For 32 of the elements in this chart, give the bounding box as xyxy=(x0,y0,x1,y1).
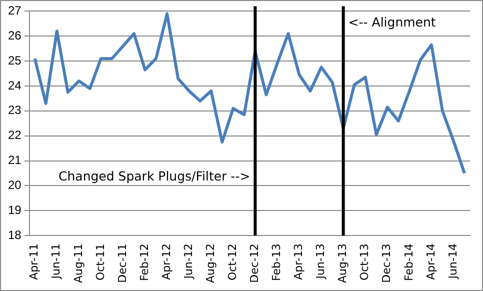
x-tick-label: Jun-12 xyxy=(182,244,195,280)
x-tick-label: Dec-11 xyxy=(116,244,129,283)
x-tick-label: Aug-12 xyxy=(204,244,217,284)
x-tick-label: Feb-13 xyxy=(270,244,284,282)
y-tick-label: 19 xyxy=(8,202,22,217)
x-tick-label: Oct-13 xyxy=(358,244,372,281)
x-tick-label: Aug-13 xyxy=(336,244,350,284)
x-tick-label: Oct-11 xyxy=(94,244,107,281)
y-tick-label: 26 xyxy=(8,28,22,42)
x-tick-label: Apr-14 xyxy=(424,244,438,280)
x-tick-label: Jun-14 xyxy=(446,244,460,280)
y-tick-label: 21 xyxy=(8,153,22,168)
x-tick-label: Jun-13 xyxy=(314,244,328,280)
x-tick-label: Dec-13 xyxy=(380,244,394,283)
y-tick-label: 24 xyxy=(8,78,22,92)
x-tick-label: Oct-12 xyxy=(226,244,240,281)
x-tick-label: Jun-11 xyxy=(50,244,63,280)
y-tick-label: 18 xyxy=(8,228,22,242)
x-tick-label: Aug-11 xyxy=(72,244,85,284)
y-tick-label: 20 xyxy=(8,178,22,192)
x-tick-label: Apr-13 xyxy=(292,244,306,280)
y-tick-label: 27 xyxy=(8,4,22,18)
x-tick-label: Feb-12 xyxy=(138,244,151,282)
y-tick-label: 23 xyxy=(8,103,22,118)
x-tick-label: Dec-12 xyxy=(248,244,262,283)
x-tick-label: Apr-12 xyxy=(160,244,173,280)
y-tick-label: 22 xyxy=(8,128,22,142)
x-tick-label: Apr-11 xyxy=(28,244,41,280)
ref-line-label: Changed Spark Plugs/Filter --> xyxy=(58,168,250,184)
ref-line-label: <-- Alignment xyxy=(348,14,436,30)
x-tick-label: Feb-14 xyxy=(402,244,416,282)
y-tick-label: 25 xyxy=(8,53,22,68)
